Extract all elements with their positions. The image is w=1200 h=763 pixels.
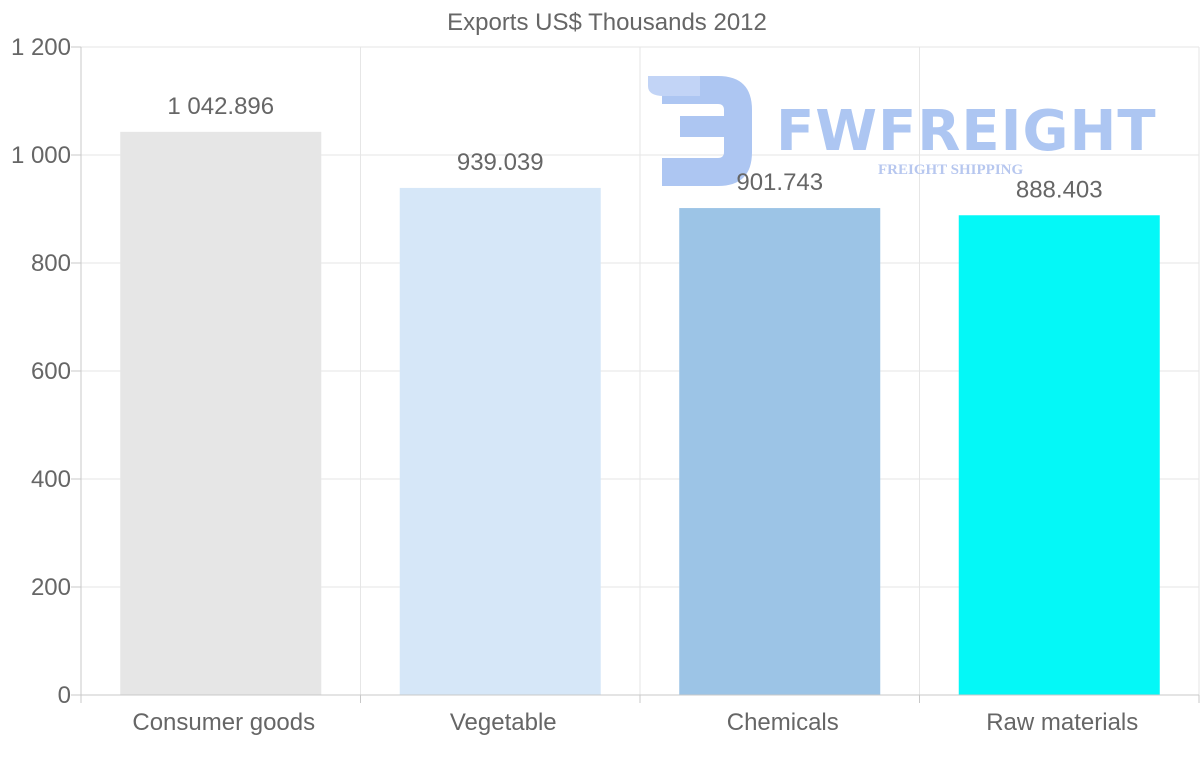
y-tick-label: 800 (31, 250, 71, 277)
x-category-label: Vegetable (450, 709, 557, 736)
bar-value-label: 1 042.896 (167, 93, 274, 120)
chart-title: Exports US$ Thousands 2012 (447, 9, 767, 36)
y-tick-label: 200 (31, 574, 71, 601)
bar-raw-materials[interactable] (958, 215, 1160, 695)
fw-logo-left-block (648, 76, 700, 96)
x-category-label: Chemicals (727, 709, 839, 736)
fw-logo-icon (662, 76, 752, 186)
y-tick-label: 600 (31, 358, 71, 385)
x-category-label: Raw materials (986, 709, 1138, 736)
watermark-logo: FWFREIGHT FREIGHT SHIPPING (648, 76, 1157, 186)
bar-chemicals[interactable] (679, 208, 881, 695)
bar-value-label: 939.039 (457, 149, 544, 176)
x-category-label: Consumer goods (132, 709, 315, 736)
y-tick-label: 0 (58, 682, 71, 709)
bar-value-label: 888.403 (1016, 176, 1103, 203)
bars-layer (120, 131, 1160, 695)
bar-value-label: 901.743 (736, 169, 823, 196)
axis-layer (71, 46, 1200, 703)
y-tick-label: 400 (31, 466, 71, 493)
y-tick-label: 1 200 (11, 34, 71, 61)
watermark-brand: FWFREIGHT (776, 99, 1157, 164)
watermark-tagline: FREIGHT SHIPPING (878, 162, 1023, 178)
bar-consumer-goods[interactable] (120, 131, 322, 695)
bar-vegetable[interactable] (399, 187, 601, 695)
y-tick-label: 1 000 (11, 142, 71, 169)
labels-layer: 0 200 400 600 800 1 000 1 200 1 042.896 Consumer… (11, 34, 1138, 736)
